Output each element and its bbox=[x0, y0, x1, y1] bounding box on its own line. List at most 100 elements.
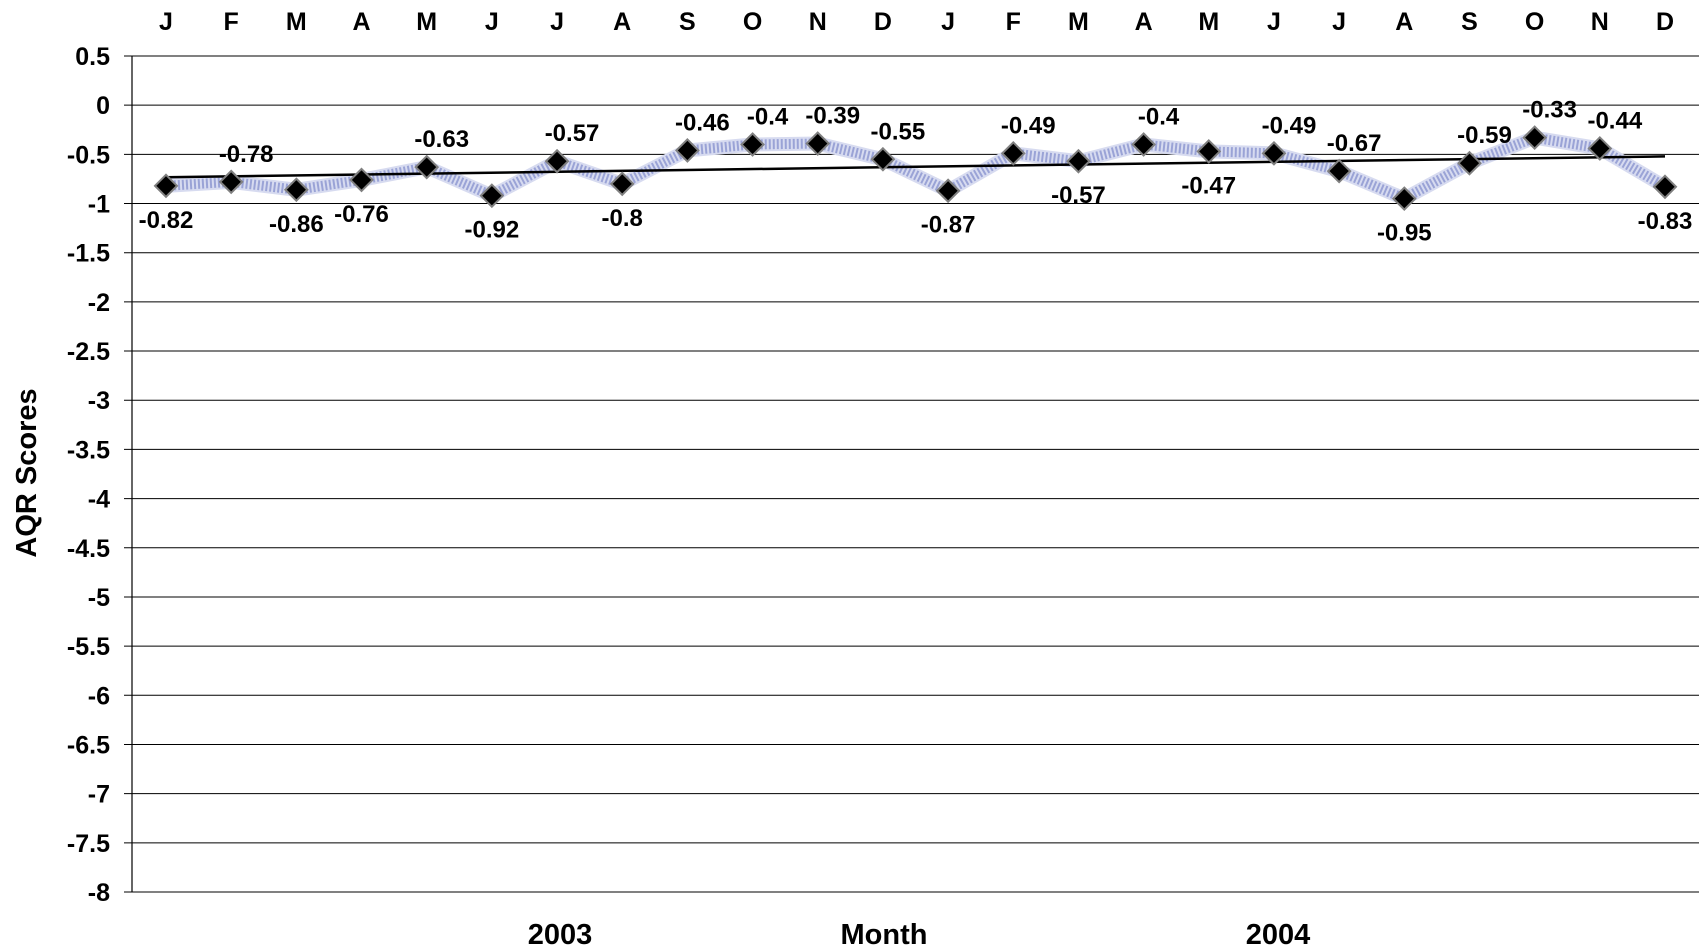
month-label: O bbox=[1525, 8, 1544, 36]
data-label: -0.78 bbox=[219, 141, 274, 168]
data-point bbox=[870, 146, 896, 172]
data-point bbox=[1066, 148, 1091, 174]
data-point bbox=[349, 167, 374, 193]
month-label: M bbox=[1068, 8, 1089, 36]
month-label: J bbox=[1332, 8, 1346, 36]
month-label: J bbox=[1267, 8, 1281, 36]
data-markers bbox=[153, 125, 1678, 212]
data-point bbox=[1457, 150, 1482, 176]
y-tick-label: -0.5 bbox=[67, 141, 110, 169]
month-label: J bbox=[550, 8, 564, 36]
y-tick-label: -8 bbox=[88, 879, 110, 907]
data-point bbox=[218, 169, 244, 195]
data-label: -0.95 bbox=[1377, 220, 1432, 247]
month-label: D bbox=[874, 8, 892, 36]
month-label: M bbox=[286, 8, 307, 36]
month-label: J bbox=[485, 8, 499, 36]
month-label: A bbox=[1135, 8, 1153, 36]
data-point bbox=[544, 148, 570, 174]
month-label: D bbox=[1656, 8, 1674, 36]
year-label: 2004 bbox=[1246, 919, 1311, 951]
data-point bbox=[1261, 140, 1287, 166]
data-point bbox=[414, 154, 440, 180]
data-label: -0.83 bbox=[1638, 208, 1693, 235]
data-label: -0.59 bbox=[1457, 122, 1512, 149]
data-point bbox=[1391, 186, 1417, 212]
data-label: -0.4 bbox=[747, 104, 789, 131]
data-label: -0.33 bbox=[1522, 97, 1577, 124]
month-label: A bbox=[613, 8, 631, 36]
month-label: S bbox=[679, 8, 696, 36]
data-label: -0.46 bbox=[675, 109, 730, 136]
data-label: -0.57 bbox=[545, 120, 600, 147]
data-label: -0.47 bbox=[1181, 172, 1236, 199]
data-point bbox=[283, 177, 309, 203]
year-labels: 2003 2004 bbox=[528, 919, 1311, 951]
y-tick-label: 0.5 bbox=[75, 43, 110, 71]
data-point bbox=[609, 171, 635, 197]
y-axis-tick-labels: 0.5 0 -0.5 -1 -1.5 -2 -2.5 -3 -3.5 -4 -4.5 -5 -5.5 -6… bbox=[67, 43, 110, 907]
data-label: -0.87 bbox=[921, 212, 976, 239]
year-label: 2003 bbox=[528, 919, 593, 951]
data-label: -0.63 bbox=[414, 126, 469, 153]
x-axis-title: Month bbox=[841, 919, 928, 951]
series-line bbox=[165, 130, 1669, 206]
month-label: S bbox=[1461, 8, 1478, 36]
y-tick-label: -7 bbox=[88, 781, 110, 809]
month-label: M bbox=[416, 8, 437, 36]
y-axis-title: AQR Scores bbox=[11, 388, 43, 557]
data-labels: -0.82 -0.78 -0.86 -0.76 -0.63 -0.92 -0.57 -0.8 -… bbox=[139, 97, 1693, 247]
y-tick-label: -1 bbox=[88, 191, 110, 219]
data-label: -0.44 bbox=[1587, 107, 1642, 134]
month-label: A bbox=[352, 8, 370, 36]
data-label: -0.92 bbox=[465, 217, 520, 244]
trendline bbox=[165, 155, 1666, 179]
data-point bbox=[1587, 136, 1613, 161]
data-point bbox=[740, 132, 765, 157]
y-tick-label: -6 bbox=[88, 682, 110, 710]
data-point bbox=[1652, 174, 1678, 200]
month-label: N bbox=[1591, 8, 1609, 36]
data-point bbox=[805, 131, 831, 156]
data-label: -0.49 bbox=[1262, 112, 1317, 139]
y-tick-label: -4 bbox=[88, 486, 110, 514]
series-line-band bbox=[165, 130, 1669, 206]
data-label: -0.67 bbox=[1327, 130, 1382, 157]
data-point bbox=[1196, 138, 1222, 164]
trendline-line bbox=[165, 155, 1666, 179]
data-label: -0.76 bbox=[334, 201, 389, 228]
month-label: J bbox=[941, 8, 955, 36]
data-point bbox=[153, 173, 179, 199]
y-tick-label: -6.5 bbox=[67, 731, 110, 759]
y-tick-label: -3 bbox=[88, 387, 110, 415]
data-label: -0.86 bbox=[269, 211, 324, 238]
data-label: -0.57 bbox=[1051, 182, 1106, 209]
data-label: -0.39 bbox=[805, 103, 860, 130]
y-tick-label: 0 bbox=[96, 92, 110, 120]
data-label: -0.82 bbox=[139, 207, 194, 234]
data-point bbox=[935, 178, 961, 204]
month-label: N bbox=[809, 8, 827, 36]
data-label: -0.55 bbox=[871, 118, 926, 145]
y-tick-label: -5.5 bbox=[67, 633, 110, 661]
data-point bbox=[1326, 158, 1352, 184]
month-label: J bbox=[159, 8, 173, 36]
gridlines bbox=[124, 55, 1699, 893]
y-tick-label: -2 bbox=[88, 289, 110, 317]
data-point bbox=[479, 183, 505, 209]
y-tick-label: -2.5 bbox=[67, 338, 110, 366]
data-point bbox=[1131, 132, 1157, 157]
data-label: -0.49 bbox=[1001, 112, 1056, 139]
y-tick-label: -1.5 bbox=[67, 240, 110, 268]
month-label: O bbox=[743, 8, 762, 36]
data-label: -0.8 bbox=[602, 205, 643, 232]
y-tick-label: -4.5 bbox=[67, 535, 110, 563]
data-point bbox=[674, 138, 700, 163]
data-point bbox=[1000, 140, 1026, 166]
y-tick-label: -3.5 bbox=[67, 436, 110, 464]
month-label: M bbox=[1198, 8, 1219, 36]
month-label: F bbox=[1006, 8, 1021, 36]
month-label: A bbox=[1395, 8, 1413, 36]
